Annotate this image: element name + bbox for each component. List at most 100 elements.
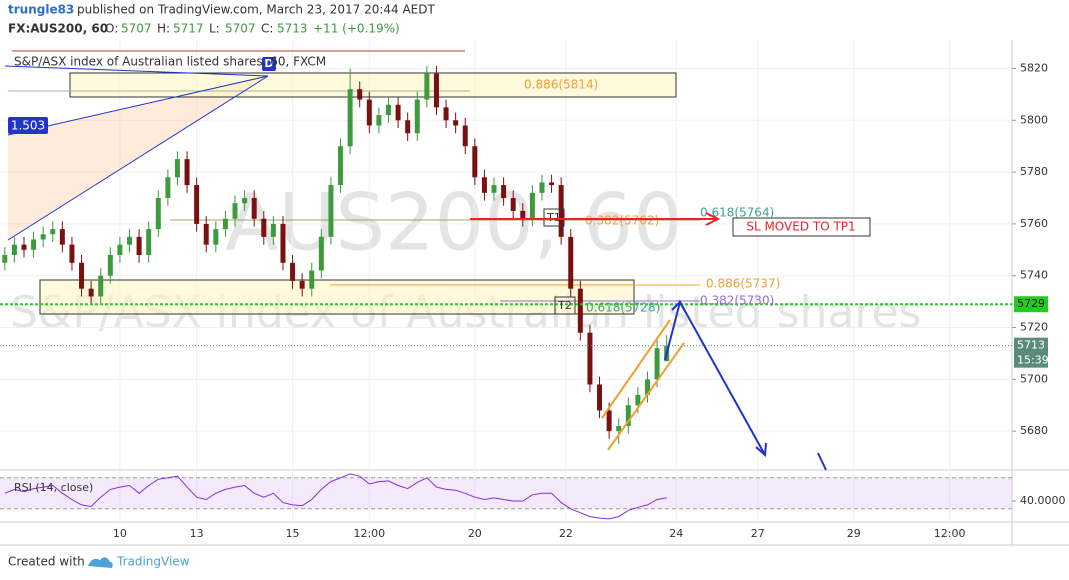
y-tick-label: 5780 (1020, 165, 1048, 178)
candle-body (587, 332, 593, 385)
channel-line (607, 342, 685, 451)
candle-body (21, 244, 27, 250)
projection (817, 452, 827, 471)
candle-body (568, 236, 574, 289)
ohlc-label: H: (157, 22, 170, 36)
price-tag-text: 5729 (1017, 297, 1045, 310)
candle-body (117, 244, 123, 255)
candle-body (232, 203, 238, 219)
y-tick-label: 5720 (1020, 321, 1048, 334)
candle-body (453, 120, 459, 126)
candle-body (405, 120, 411, 134)
fib-label: 0.382(5730) (700, 294, 774, 308)
x-tick-label: 22 (559, 527, 573, 540)
target-box (554, 296, 576, 315)
ohlc-value: 5717 (173, 22, 204, 36)
fib-label: 0.382(5762) (585, 214, 659, 228)
candle-body (472, 146, 478, 178)
candle-body (146, 229, 152, 255)
candle-body (510, 198, 516, 211)
candle-body (462, 125, 468, 147)
rsi-pane (0, 473, 1016, 520)
note: SL MOVED TO TP1 (746, 220, 855, 234)
ohlc-value: 5707 (225, 22, 256, 36)
candle-body (194, 185, 200, 224)
point-label-bg (262, 57, 276, 71)
candle-body (242, 198, 248, 204)
candle-body (136, 236, 142, 255)
candle-body (299, 280, 305, 289)
candle-body (520, 210, 526, 219)
y-tick-label: 5740 (1020, 269, 1048, 282)
x-tick-label: 10 (113, 527, 127, 540)
arrow-head (705, 212, 721, 226)
ohlc: O: 5707 H: 5717 L: 5707 C: 5713 (105, 22, 308, 36)
fib-label: 0.618(5764) (700, 206, 774, 220)
price-tag-time: 15:39 (1017, 354, 1049, 367)
zone-box (69, 72, 677, 98)
candle-body (414, 99, 420, 134)
price-tag (1014, 296, 1048, 313)
target-label: T2 (557, 299, 572, 312)
candle-body (606, 410, 612, 432)
candle-body (549, 182, 555, 186)
x-tick-label: 12:00 (934, 527, 966, 540)
arrow-head (671, 300, 687, 314)
author[interactable]: trungle83 (8, 3, 74, 17)
y-tick-label: 40.0000 (1020, 494, 1066, 507)
y-tick-label: 5820 (1020, 61, 1048, 74)
candle-body (98, 275, 104, 297)
candle-body (328, 185, 334, 237)
ohlc-label: L: (209, 22, 220, 36)
y-tick-label: 5680 (1020, 424, 1048, 437)
y-tick-label: 5800 (1020, 113, 1048, 126)
candle-body (481, 177, 487, 193)
candle-body (491, 185, 497, 193)
target-box (543, 208, 565, 227)
candle-body (376, 115, 382, 126)
candle-body (338, 146, 344, 186)
plot (0, 65, 1012, 445)
change: +11 (+0.19%) (313, 22, 400, 36)
ohlc-label: C: (261, 22, 273, 36)
x-tick-label: 13 (190, 527, 204, 540)
candle-body (155, 198, 161, 230)
candle-body (69, 244, 75, 263)
candle-body (577, 288, 583, 333)
candle-body (40, 234, 46, 240)
candle-body (318, 236, 324, 271)
candle-body (126, 236, 132, 245)
y-tick-label: 5760 (1020, 217, 1048, 230)
brand[interactable]: TradingView (116, 555, 190, 569)
x-tick-label: 29 (847, 527, 861, 540)
candle-body (174, 159, 180, 178)
x-tick-label: 24 (669, 527, 683, 540)
candle-body (644, 379, 650, 395)
candle-body (11, 244, 17, 255)
candle-body (424, 73, 430, 100)
candle-body (501, 185, 507, 199)
point-label: D (264, 57, 273, 70)
logo (88, 557, 113, 568)
candle-body (290, 262, 296, 281)
grid (0, 40, 1016, 522)
fib-label: 0.886(5737) (706, 277, 780, 291)
candle-body (616, 425, 622, 432)
price-tag-text: 5713 (1017, 339, 1045, 352)
candle-body (251, 198, 257, 219)
ratio: 1.503 (11, 119, 45, 133)
pattern-line (7, 75, 269, 241)
candle-body (222, 218, 228, 230)
ohlc-label: O: (105, 22, 118, 36)
candle-body (31, 239, 37, 250)
pattern-line (7, 75, 269, 136)
ohlc-value: 5707 (121, 22, 152, 36)
channel-line (601, 319, 671, 419)
chart-title: S&P/ASX index of Australian listed share… (14, 55, 326, 69)
note-box (732, 217, 871, 237)
candle-body (625, 405, 631, 426)
published: published on TradingView.com, March 23, … (77, 3, 435, 17)
candle-body (395, 104, 401, 121)
price-tag (1014, 337, 1048, 368)
